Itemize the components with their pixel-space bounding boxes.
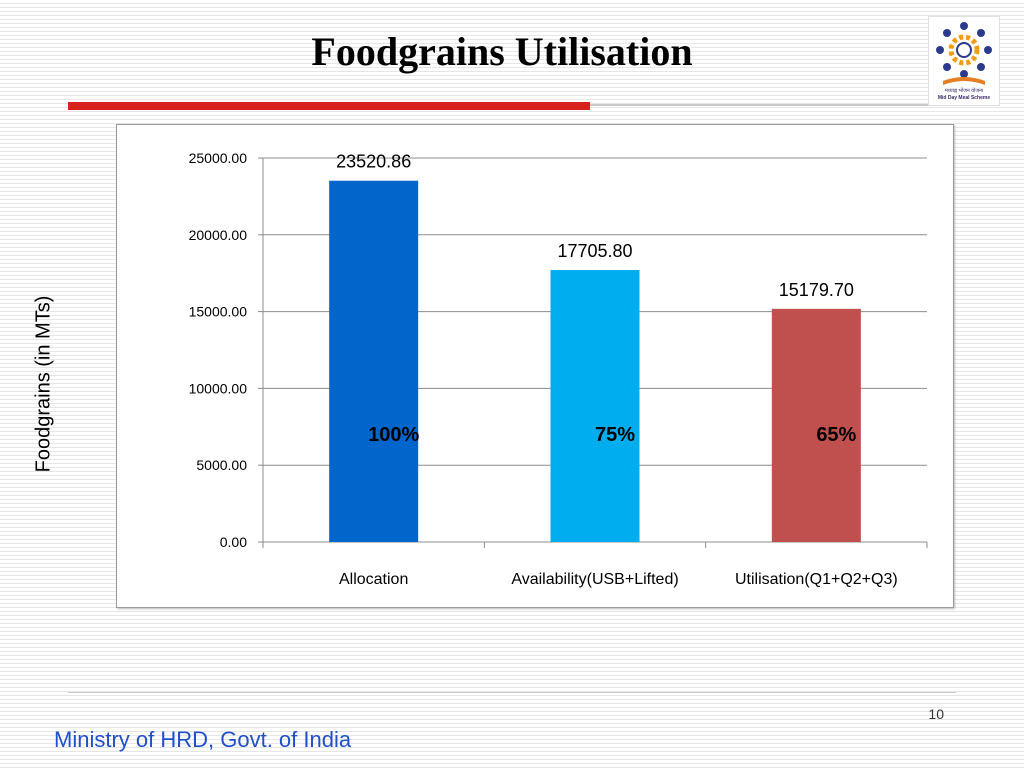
y-tick-label: 25000.00 [189,150,248,166]
y-tick-label: 0.00 [220,534,247,550]
footer-divider [68,692,956,693]
y-tick-label: 15000.00 [189,304,248,320]
slide-title: Foodgrains Utilisation [311,29,693,74]
x-category-label: Availability(USB+Lifted) [511,571,678,588]
logo-caption-hindi: मध्याह्न भोजन योजना [944,88,984,94]
bar-3 [771,308,861,542]
bar-value-label: 15179.70 [779,280,854,300]
x-category-label: Utilisation(Q1+Q2+Q3) [735,571,898,588]
mid-day-meal-logo-icon: मध्याह्न भोजन योजना Mid Day Meal Scheme [928,16,1000,106]
y-tick-label: 10000.00 [189,380,248,396]
bar-value-label: 23520.86 [336,152,411,172]
footer-text: Ministry of HRD, Govt. of India [54,727,352,752]
title-underline-red [68,102,590,110]
chart-frame: 0.00 5000.00 10000.00 15000.00 20000.00 25000… [116,124,954,608]
bar-percent-label: 65% [816,424,856,446]
bar-1 [329,180,419,542]
bar-percent-label: 100% [368,424,419,446]
bar-chart: 0.00 5000.00 10000.00 15000.00 20000.00 25000… [189,150,928,588]
logo-emblem [936,22,992,85]
title-underline-gray [590,104,930,106]
x-category-label: Allocation [339,571,408,588]
logo-caption-english: Mid Day Meal Scheme [937,95,991,101]
page-number: 10 [928,706,944,722]
bar-value-label: 17705.80 [557,241,632,261]
bar-2 [550,270,640,542]
y-tick-label: 5000.00 [196,457,247,473]
y-tick-label: 20000.00 [189,227,248,243]
y-axis-label: Foodgrains (in MTs) [32,295,55,473]
bar-percent-label: 75% [595,424,635,446]
